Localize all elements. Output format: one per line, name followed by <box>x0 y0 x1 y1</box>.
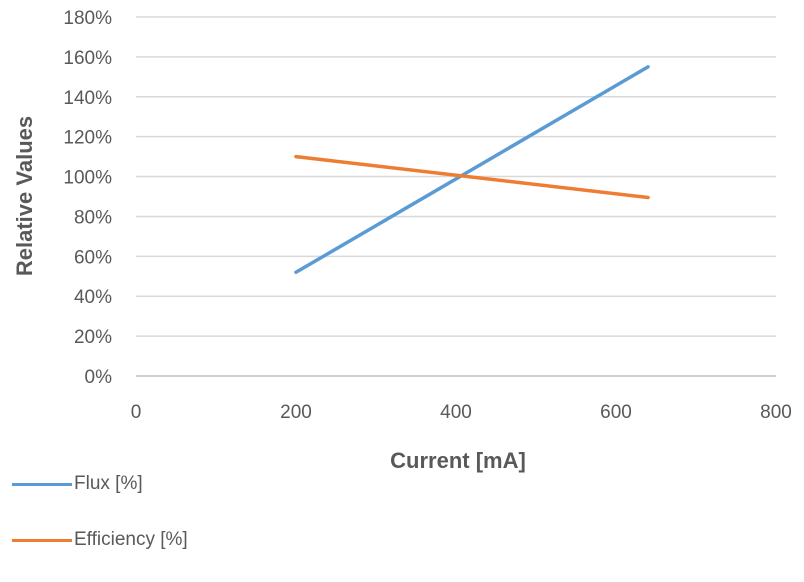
y-tick-label: 80% <box>74 207 112 228</box>
y-tick-label: 180% <box>63 8 112 29</box>
y-tick-label: 20% <box>74 327 112 348</box>
y-tick-label: 0% <box>85 367 113 388</box>
chart: 0% 20% 40% 60% 80% 100% 120% 140% 160% 180% 0 200 4… <box>12 8 792 473</box>
x-tick-label: 800 <box>760 402 792 423</box>
y-axis-ticks: 0% 20% 40% 60% 80% 100% 120% 140% 160% 180% <box>63 8 112 388</box>
series-line-0 <box>294 65 650 275</box>
y-tick-label: 140% <box>63 88 112 109</box>
legend-label-flux: Flux [%] <box>74 473 143 494</box>
y-tick-label: 160% <box>63 48 112 69</box>
legend-item-flux: Flux [%] <box>12 470 188 498</box>
x-axis-title: Current [mA] <box>390 448 526 473</box>
y-axis-title: Relative Values <box>12 116 37 276</box>
legend-swatch-flux <box>12 482 72 486</box>
x-axis-ticks: 0 200 400 600 800 <box>131 402 792 423</box>
y-tick-label: 40% <box>74 287 112 308</box>
legend-swatch-efficiency <box>12 538 72 542</box>
y-tick-label: 100% <box>63 168 112 189</box>
series-line-1 <box>294 154 650 200</box>
y-tick-label: 60% <box>74 247 112 268</box>
legend-item-efficiency: Efficiency [%] <box>12 526 188 554</box>
series-layer <box>294 65 650 275</box>
legend-label-efficiency: Efficiency [%] <box>74 529 188 550</box>
legend: Flux [%] Efficiency [%] <box>12 470 188 582</box>
x-tick-label: 0 <box>131 402 142 423</box>
x-tick-label: 400 <box>440 402 472 423</box>
x-tick-label: 200 <box>280 402 312 423</box>
y-tick-label: 120% <box>63 128 112 149</box>
x-tick-label: 600 <box>600 402 632 423</box>
